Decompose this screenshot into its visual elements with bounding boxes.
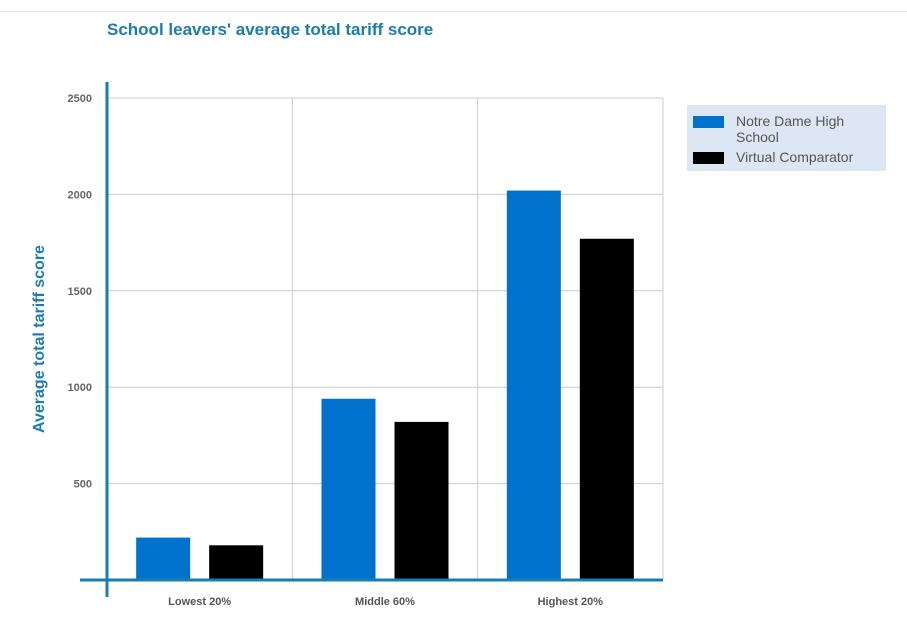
legend-item-school[interactable]: Notre Dame High School [693, 113, 876, 145]
legend-label-comparator: Virtual Comparator [736, 149, 854, 165]
bar-school-2 [506, 190, 561, 580]
chart-title: School leavers' average total tariff sco… [107, 20, 434, 39]
legend-swatch-school [693, 116, 724, 128]
bar-comparator-1 [394, 421, 449, 580]
legend-item-comparator[interactable]: Virtual Comparator [693, 149, 876, 165]
bar-comparator-2 [579, 238, 634, 580]
y-tick-label-2000: 2000 [68, 189, 92, 201]
y-tick-label-2500: 2500 [68, 93, 92, 105]
legend: Notre Dame High School Virtual Comparato… [687, 105, 886, 171]
y-axis-title: Average total tariff score [31, 245, 48, 433]
bars [136, 190, 634, 580]
axes [80, 82, 663, 597]
grid-lines [107, 97, 664, 580]
y-tick-label-1000: 1000 [68, 382, 92, 394]
x-category-label-1: Middle 60% [355, 596, 415, 608]
top-divider [0, 11, 907, 12]
legend-swatch-comparator [693, 152, 724, 164]
legend-label-school: Notre Dame High School [736, 113, 845, 145]
axis-labels: 500 1000 1500 2000 2500 Lowest 20% Middle 60% H… [31, 93, 603, 608]
y-tick-label-500: 500 [74, 479, 92, 491]
x-category-label-2: Highest 20% [538, 596, 604, 608]
bar-comparator-0 [209, 545, 264, 580]
y-tick-label-1500: 1500 [68, 286, 92, 298]
bar-school-0 [136, 537, 191, 580]
bar-school-1 [321, 398, 376, 580]
x-category-label-0: Lowest 20% [168, 596, 231, 608]
